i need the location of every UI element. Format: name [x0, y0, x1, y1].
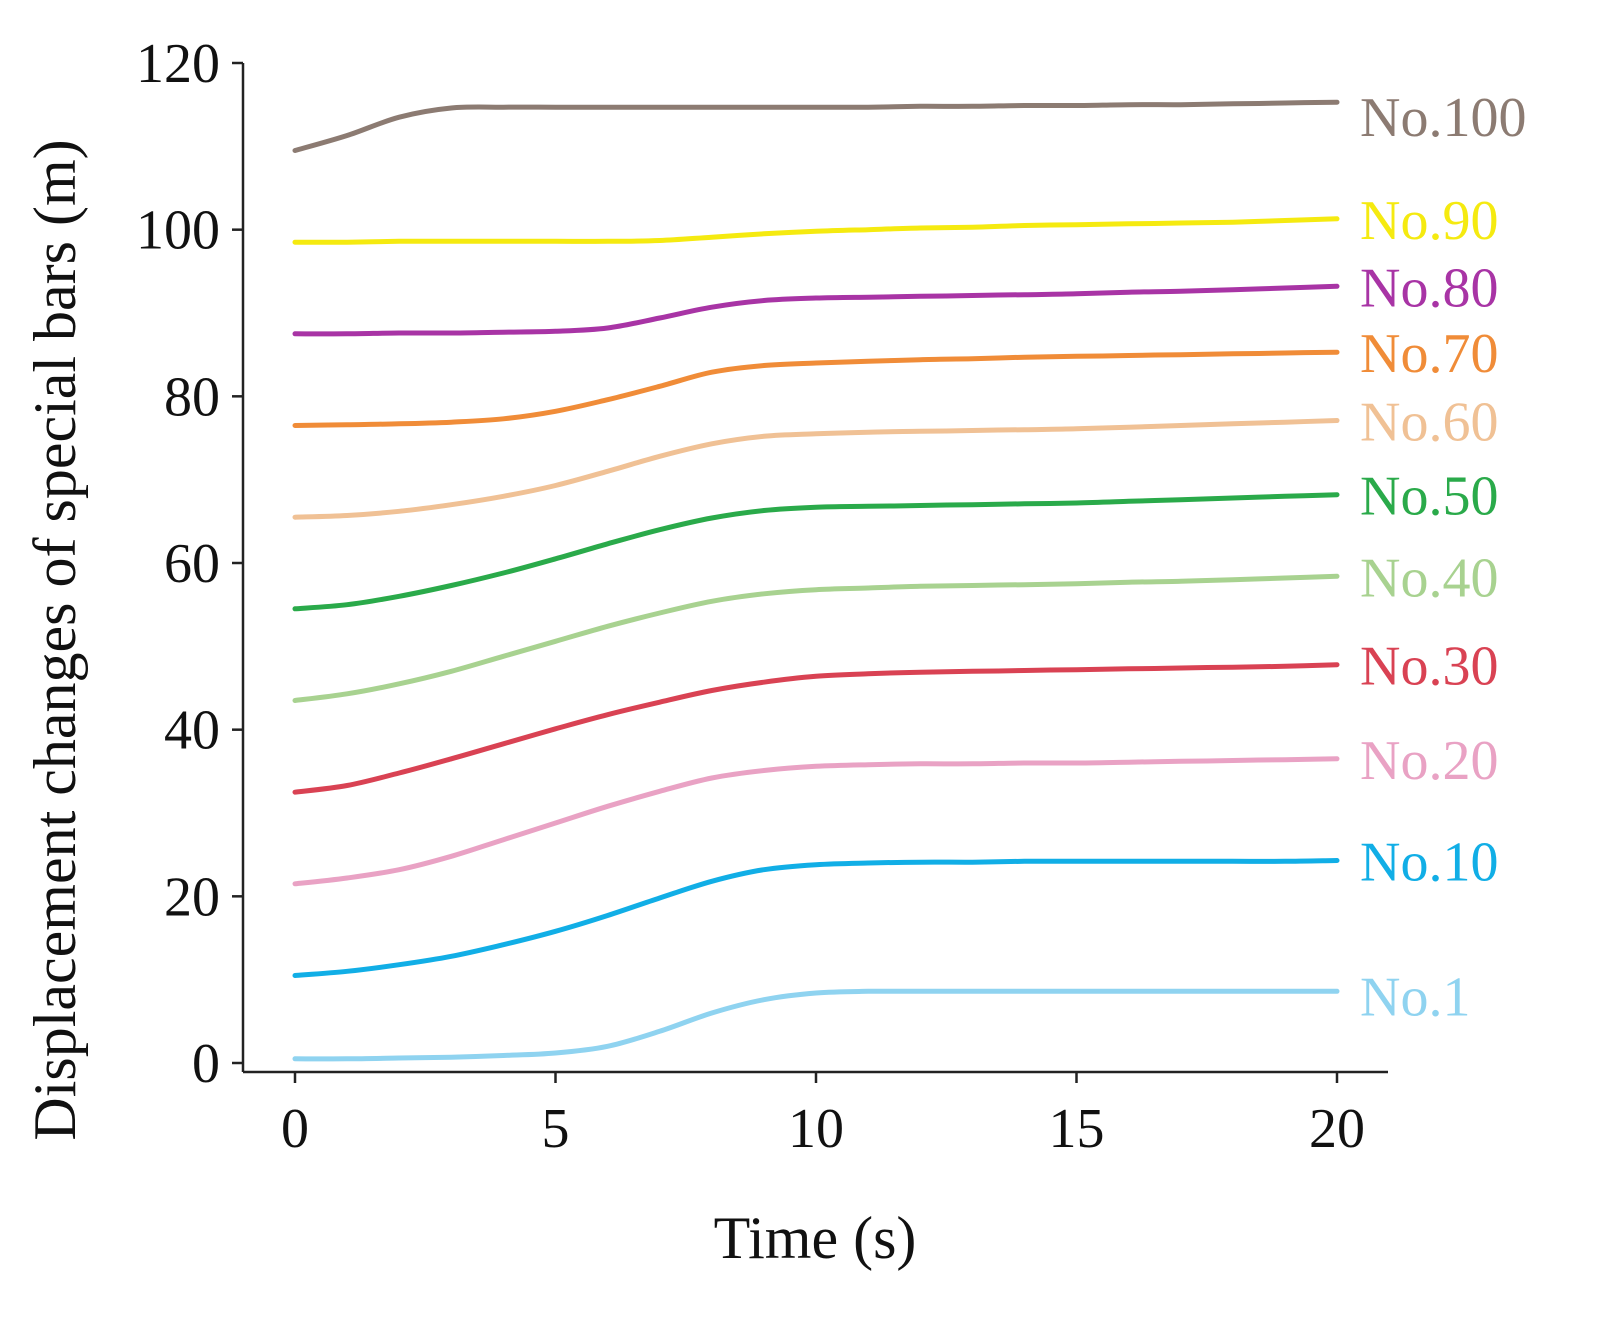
series-line-no-80	[292, 283, 1340, 337]
x-tick-label: 5	[542, 1098, 570, 1160]
series-lines	[292, 99, 1340, 1062]
series-line-no-70	[292, 349, 1340, 428]
series-line-no-1	[292, 988, 1340, 1062]
series-line-no-20	[292, 756, 1340, 887]
series-line-no-100	[292, 99, 1340, 153]
y-axis-title: Displacement changes of special bars (m)	[22, 139, 88, 1140]
series-line-no-50	[292, 492, 1340, 612]
series-label-no-40: No.40	[1360, 547, 1498, 609]
y-tick-label: 0	[192, 1033, 220, 1095]
series-label-no-30: No.30	[1360, 636, 1498, 698]
series-line-no-60	[292, 418, 1340, 520]
series-line-no-10	[292, 858, 1340, 978]
x-axis-title: Time (s)	[714, 1205, 917, 1271]
series-label-no-50: No.50	[1360, 466, 1498, 528]
y-tick-label: 80	[164, 366, 220, 428]
series-label-no-1: No.1	[1360, 966, 1470, 1028]
y-tick-label: 20	[164, 866, 220, 928]
series-label-no-60: No.60	[1360, 392, 1498, 454]
series-label-no-70: No.70	[1360, 323, 1498, 385]
series-label-no-20: No.20	[1360, 730, 1498, 792]
y-tick-label: 120	[136, 33, 220, 95]
x-ticks: 0 5 10 15 20	[281, 1072, 1365, 1160]
x-tick-label: 0	[281, 1098, 309, 1160]
series-label-no-80: No.80	[1360, 257, 1498, 319]
axes	[241, 63, 1388, 1074]
y-tick-label: 60	[164, 533, 220, 595]
y-ticks: 0 20 40 60 80 100 120	[136, 33, 243, 1095]
series-label-no-10: No.10	[1360, 832, 1498, 894]
x-tick-label: 15	[1049, 1098, 1105, 1160]
series-line-no-30	[292, 662, 1340, 795]
y-tick-label: 100	[136, 200, 220, 262]
series-line-no-40	[292, 573, 1340, 703]
y-tick-label: 40	[164, 700, 220, 762]
x-tick-label: 10	[788, 1098, 844, 1160]
series-label-no-100: No.100	[1360, 87, 1526, 149]
x-tick-label: 20	[1309, 1098, 1365, 1160]
series-label-no-90: No.90	[1360, 190, 1498, 252]
series-line-no-90	[292, 216, 1340, 245]
series-labels: No.1No.10No.20No.30No.40No.50No.60No.70N…	[1360, 87, 1526, 1028]
